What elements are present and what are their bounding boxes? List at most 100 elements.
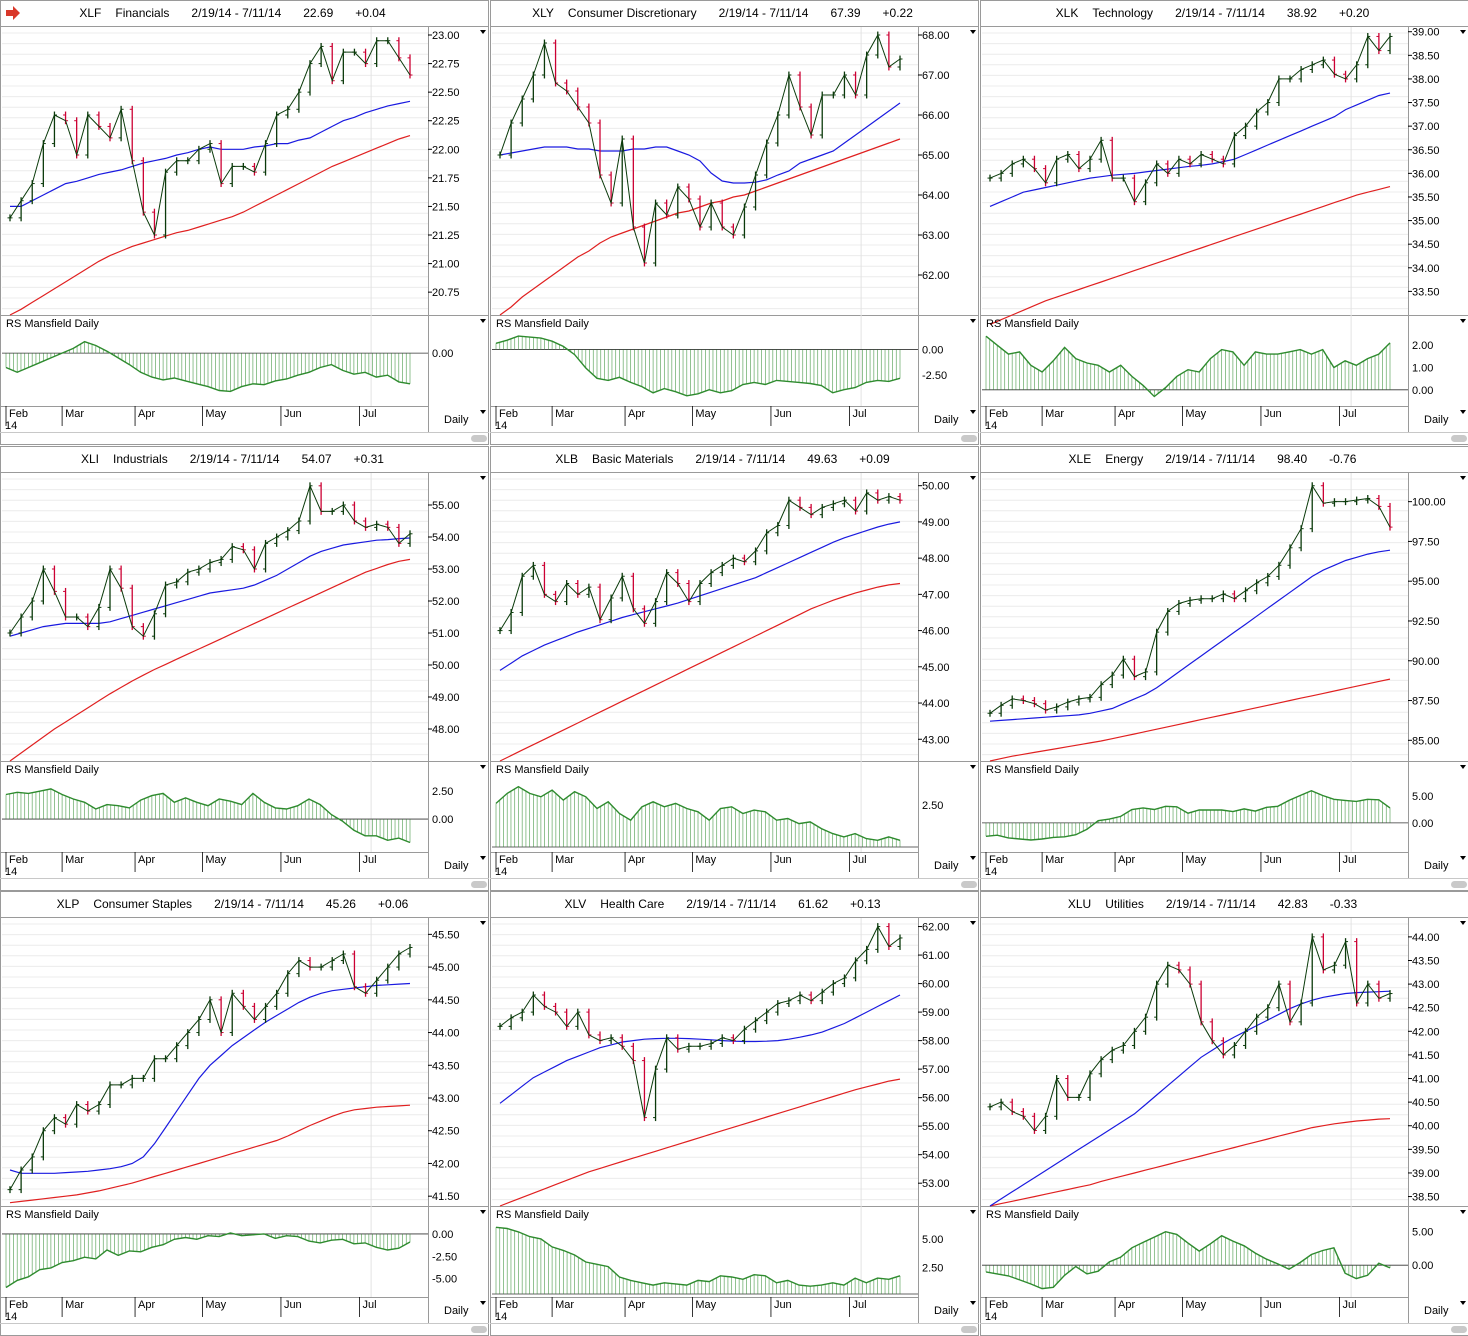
rs-pane-menu-icon[interactable] xyxy=(1460,319,1466,323)
y-tick-label: 47.00 xyxy=(922,589,950,601)
scrollbar-thumb[interactable] xyxy=(471,435,487,442)
y-tick-label: 52.00 xyxy=(432,596,460,608)
y-tick-label: 61.00 xyxy=(922,950,950,962)
y-tick-label: 100.00 xyxy=(1412,497,1446,509)
pane-menu-icon[interactable] xyxy=(970,476,976,480)
pane-menu-icon[interactable] xyxy=(970,921,976,925)
period-menu-icon[interactable] xyxy=(970,410,976,414)
pane-menu-icon[interactable] xyxy=(480,30,486,34)
right-arrow-icon[interactable] xyxy=(6,6,20,20)
y-tick-label: 45.50 xyxy=(432,929,460,941)
y-tick-label: 53.00 xyxy=(432,564,460,576)
price-line xyxy=(499,492,901,631)
rs-pane-menu-icon[interactable] xyxy=(480,765,486,769)
rs-pane-menu-icon[interactable] xyxy=(970,1210,976,1214)
year-label: 14 xyxy=(5,1311,17,1323)
rs-tick-label: 5.00 xyxy=(1412,1227,1433,1239)
pane-menu-icon[interactable] xyxy=(970,30,976,34)
month-label: Jul xyxy=(363,1299,377,1311)
period-menu-icon[interactable] xyxy=(1460,410,1466,414)
year-label: 14 xyxy=(495,866,507,878)
period-menu-icon[interactable] xyxy=(480,1301,486,1305)
y-tick-label: 39.00 xyxy=(1412,1168,1440,1180)
month-label: Mar xyxy=(555,854,574,866)
scrollbar-thumb[interactable] xyxy=(1451,1326,1467,1333)
rs-title: RS Mansfield Daily xyxy=(496,1209,589,1221)
price-line xyxy=(9,947,411,1190)
pane-menu-icon[interactable] xyxy=(480,476,486,480)
scrollbar-thumb[interactable] xyxy=(961,1326,977,1333)
period-menu-icon[interactable] xyxy=(970,856,976,860)
chart-panel-xlk: XLK Technology 2/19/14 - 7/11/14 38.92 +0.20… xyxy=(980,0,1468,445)
rs-pane-menu-icon[interactable] xyxy=(970,765,976,769)
title-range: 2/19/14 - 7/11/14 xyxy=(1165,452,1255,466)
scrollbar-thumb[interactable] xyxy=(1451,435,1467,442)
pane-menu-icon[interactable] xyxy=(480,921,486,925)
chart-title: XLP Consumer Staples 2/19/14 - 7/11/14 45.2… xyxy=(57,897,409,911)
rs-pane-menu-icon[interactable] xyxy=(1460,1210,1466,1214)
title-range: 2/19/14 - 7/11/14 xyxy=(695,452,785,466)
scrollbar-thumb[interactable] xyxy=(471,881,487,888)
y-tick-label: 92.50 xyxy=(1412,616,1440,628)
month-label: Apr xyxy=(628,408,645,420)
month-label: Jul xyxy=(853,408,867,420)
panel-border xyxy=(0,0,489,445)
rs-tick-label: 0.00 xyxy=(1412,818,1433,830)
period-menu-icon[interactable] xyxy=(480,410,486,414)
panel-border xyxy=(490,0,979,445)
title-change: +0.22 xyxy=(883,6,914,20)
period-label: Daily xyxy=(1424,414,1449,426)
chart-svg: XLF Financials 2/19/14 - 7/11/14 22.69 +0.04… xyxy=(0,0,489,445)
rs-line xyxy=(985,335,1391,398)
month-label: Mar xyxy=(555,408,574,420)
chart-svg: XLI Industrials 2/19/14 - 7/11/14 54.07 +0.3… xyxy=(0,446,489,891)
period-menu-icon[interactable] xyxy=(970,1301,976,1305)
scrollbar-thumb[interactable] xyxy=(961,435,977,442)
title-range: 2/19/14 - 7/11/14 xyxy=(686,897,776,911)
rs-pane-menu-icon[interactable] xyxy=(480,1210,486,1214)
month-label: Feb xyxy=(499,408,518,420)
y-tick-label: 42.50 xyxy=(432,1126,460,1138)
y-tick-label: 95.00 xyxy=(1412,576,1440,588)
scrollbar-thumb[interactable] xyxy=(1451,881,1467,888)
y-tick-label: 68.00 xyxy=(922,30,950,42)
y-tick-label: 21.75 xyxy=(432,173,460,185)
chart-panel-xlf: XLF Financials 2/19/14 - 7/11/14 22.69 +0.04… xyxy=(0,0,489,445)
panel-border xyxy=(0,891,489,1336)
period-menu-icon[interactable] xyxy=(1460,856,1466,860)
rs-tick-label: 0.00 xyxy=(1412,1260,1433,1272)
rs-line xyxy=(495,1226,901,1287)
rs-title: RS Mansfield Daily xyxy=(986,1209,1079,1221)
panel-border xyxy=(980,446,1468,891)
y-tick-label: 65.00 xyxy=(922,150,950,162)
title-name: Industrials xyxy=(113,452,168,466)
title-last: 45.26 xyxy=(326,897,356,911)
chart-panel-xlp: XLP Consumer Staples 2/19/14 - 7/11/14 45.2… xyxy=(0,891,489,1336)
month-label: May xyxy=(1185,1299,1206,1311)
pane-menu-icon[interactable] xyxy=(1460,30,1466,34)
y-tick-label: 45.00 xyxy=(922,662,950,674)
scrollbar-thumb[interactable] xyxy=(471,1326,487,1333)
pane-menu-icon[interactable] xyxy=(1460,476,1466,480)
month-label: Mar xyxy=(65,854,84,866)
period-menu-icon[interactable] xyxy=(1460,1301,1466,1305)
rs-pane-menu-icon[interactable] xyxy=(1460,765,1466,769)
chart-title: XLI Industrials 2/19/14 - 7/11/14 54.07 +0.3… xyxy=(81,452,384,466)
rs-pane-menu-icon[interactable] xyxy=(480,319,486,323)
rs-tick-label: 2.50 xyxy=(922,1263,943,1275)
title-symbol: XLI xyxy=(81,452,99,466)
y-tick-label: 37.00 xyxy=(1412,121,1440,133)
pane-menu-icon[interactable] xyxy=(1460,921,1466,925)
rs-tick-label: -2.50 xyxy=(432,1251,457,1263)
title-range: 2/19/14 - 7/11/14 xyxy=(1166,897,1256,911)
period-menu-icon[interactable] xyxy=(480,856,486,860)
title-last: 22.69 xyxy=(303,6,333,20)
y-tick-label: 97.50 xyxy=(1412,536,1440,548)
y-tick-label: 21.00 xyxy=(432,259,460,271)
rs-title: RS Mansfield Daily xyxy=(986,318,1079,330)
y-tick-label: 38.00 xyxy=(1412,74,1440,86)
y-tick-label: 42.00 xyxy=(1412,1026,1440,1038)
rs-pane-menu-icon[interactable] xyxy=(970,319,976,323)
month-label: Jun xyxy=(1264,854,1282,866)
scrollbar-thumb[interactable] xyxy=(961,881,977,888)
